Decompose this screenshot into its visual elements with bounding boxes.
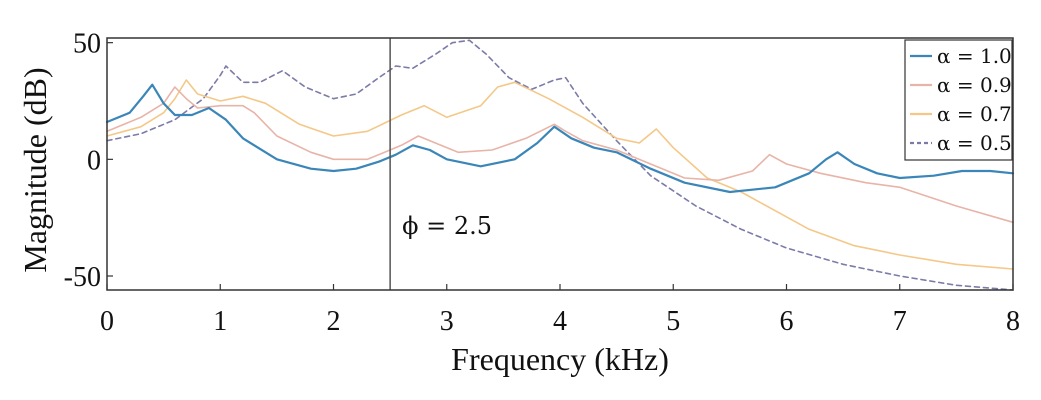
x-tick-label: 8 <box>1006 306 1020 337</box>
y-tick-label: -50 <box>64 262 101 293</box>
x-tick-label: 1 <box>213 306 227 337</box>
tick-layer: 0 1 2 3 4 5 6 7 8 50 0 -50 <box>64 29 1020 337</box>
series-line-2 <box>106 86 1014 224</box>
x-tick-label: 0 <box>100 306 114 337</box>
x-tick-label: 3 <box>440 306 454 337</box>
legend: α = 1.0 α = 0.9 α = 0.7 α = 0.5 <box>904 39 1013 161</box>
y-tick-label: 0 <box>87 145 101 176</box>
x-tick-label: 6 <box>780 306 794 337</box>
legend-entry-1: α = 1.0 <box>937 44 1012 68</box>
x-tick-label: 7 <box>893 306 907 337</box>
series-line-3 <box>106 79 1014 270</box>
x-tick-label: 5 <box>666 306 680 337</box>
y-tick-label: 50 <box>73 29 101 60</box>
legend-entry-2: α = 0.9 <box>937 73 1012 97</box>
legend-entry-4: α = 0.5 <box>937 131 1012 155</box>
legend-entry-3: α = 0.7 <box>937 102 1012 126</box>
x-tick-label: 2 <box>327 306 341 337</box>
legend-box <box>904 39 1013 161</box>
series-line-1 <box>105 83 1015 194</box>
plot-frame <box>106 37 1014 291</box>
series-line-4 <box>106 39 1014 291</box>
x-tick-label: 4 <box>553 306 567 337</box>
x-axis-label: Frequency (kHz) <box>451 341 669 377</box>
series-layer <box>105 39 1015 291</box>
phi-annotation: ϕ = 2.5 <box>402 212 492 240</box>
y-axis-label: Magnitude (dB) <box>17 67 53 272</box>
